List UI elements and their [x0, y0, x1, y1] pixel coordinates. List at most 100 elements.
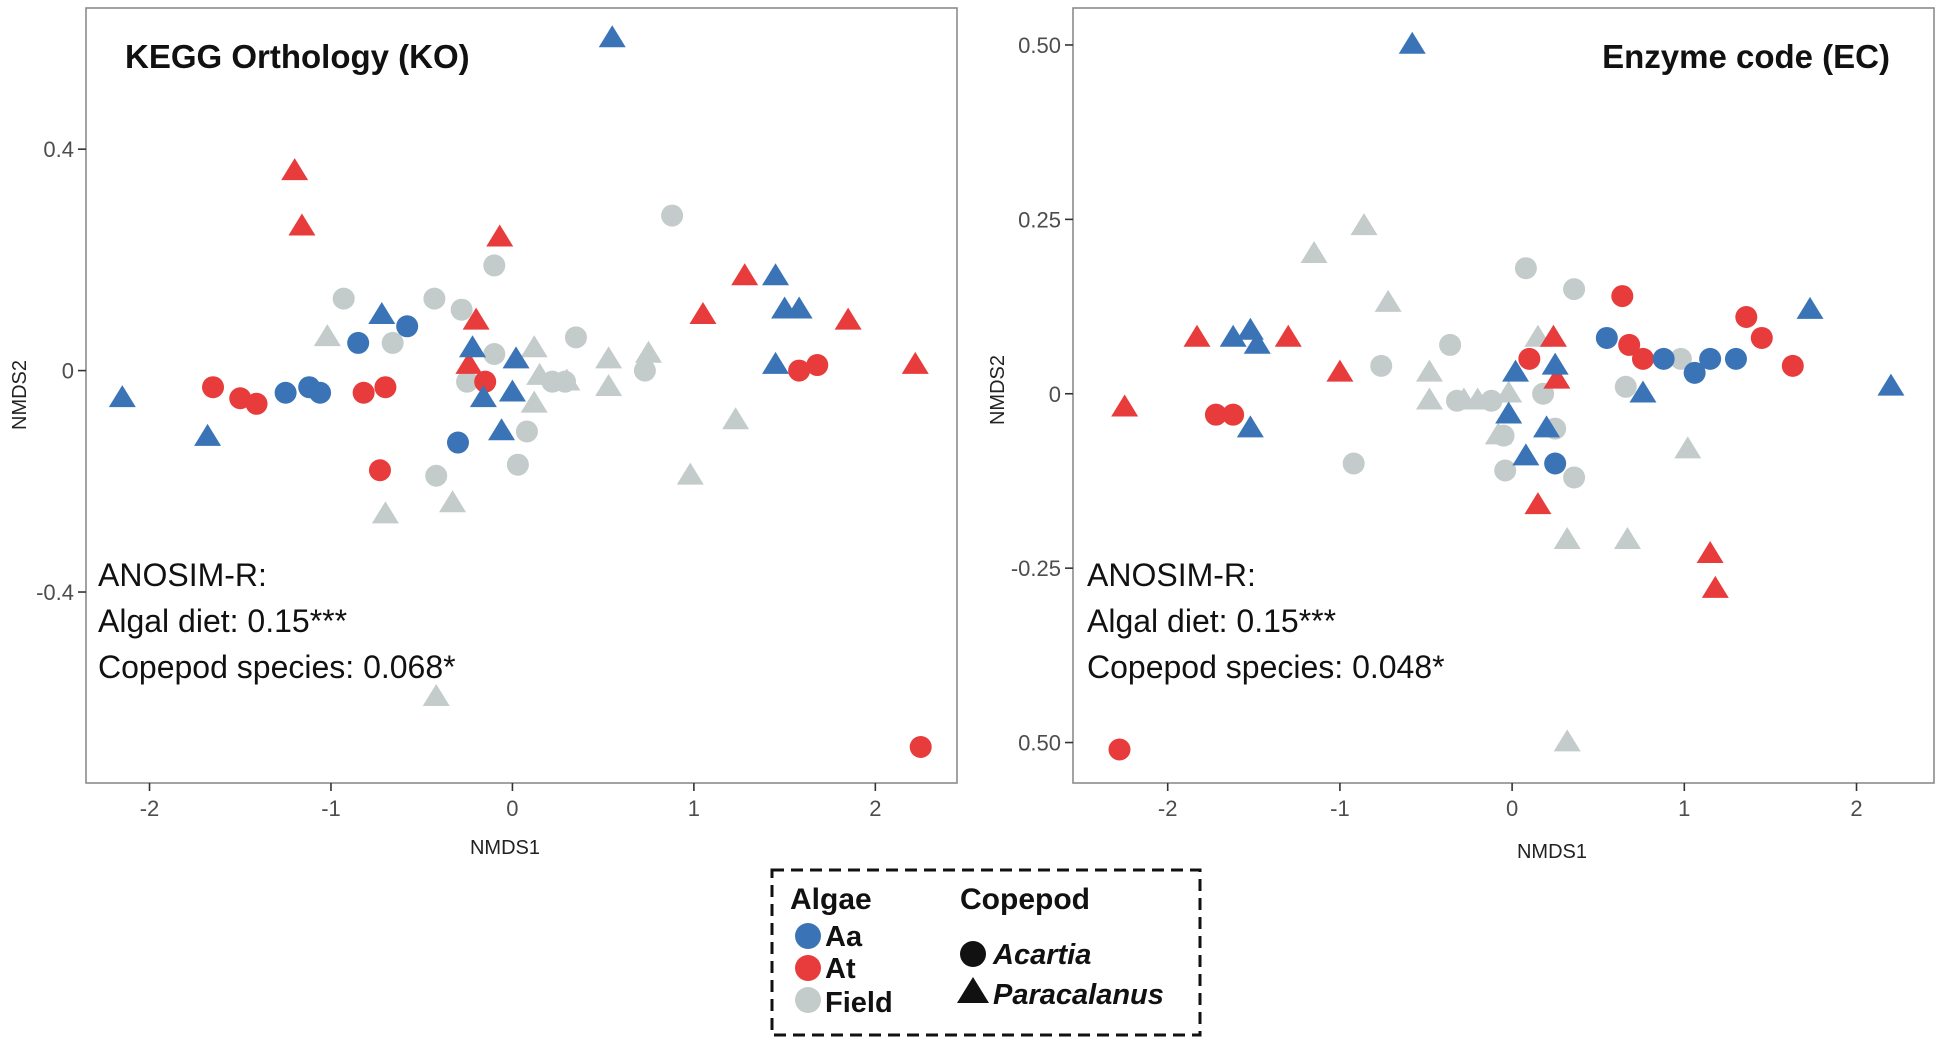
ko-point-aa-triangle — [762, 351, 790, 374]
ec-point-at-circle — [1631, 347, 1654, 370]
ko-point-field-triangle — [595, 346, 623, 369]
ko-x-tick-label: 2 — [869, 796, 881, 821]
ec-point-aa-circle — [1724, 347, 1747, 370]
ec-point-at-circle — [1222, 403, 1245, 426]
ko-point-field-triangle — [422, 683, 450, 706]
ko-point-aa-triangle — [785, 296, 813, 319]
ko-point-field-triangle — [520, 335, 548, 358]
ec-point-at-triangle — [1701, 575, 1729, 598]
ec-point-field-circle — [1614, 375, 1637, 398]
ko-point-at-circle — [474, 370, 497, 393]
ko-plot-frame — [85, 7, 958, 784]
ec-point-aa-circle — [1683, 361, 1706, 384]
ko-point-aa-triangle — [598, 25, 626, 48]
legend-algae-title: Algae — [790, 883, 872, 916]
ko-point-field-circle — [661, 204, 684, 227]
ec-y-axis-title: NMDS2 — [987, 355, 1009, 425]
legend-circle-icon — [960, 941, 986, 967]
ko-point-at-triangle — [834, 307, 862, 330]
ko-point-field-triangle — [371, 501, 399, 524]
ec-point-aa-circle — [1699, 347, 1722, 370]
ko-point-at-circle — [788, 359, 811, 382]
ko-point-aa-triangle — [469, 385, 497, 408]
ko-point-aa-circle — [274, 381, 297, 404]
ec-point-aa-circle — [1595, 326, 1618, 349]
ec-point-at-circle — [1108, 738, 1131, 761]
ko-point-at-circle — [245, 392, 268, 415]
ec-point-at-triangle — [1524, 492, 1552, 515]
ec-point-aa-triangle — [1877, 373, 1905, 396]
ko-x-axis: -2 -1 0 1 2 — [140, 783, 881, 821]
ec-point-field-circle — [1439, 333, 1462, 356]
ec-x-tick-label: -2 — [1158, 796, 1178, 821]
ko-panel-title: KEGG Orthology (KO) — [125, 38, 470, 75]
ec-point-field-triangle — [1613, 527, 1641, 550]
ec-stats-algal-diet: Algal diet: 0.15*** — [1087, 603, 1336, 639]
ec-point-field-triangle — [1374, 289, 1402, 312]
ko-point-at-triangle — [288, 213, 316, 236]
ec-point-aa-triangle — [1541, 352, 1569, 375]
ec-point-field-triangle — [1415, 387, 1443, 410]
ec-point-field-triangle — [1495, 380, 1523, 403]
ec-point-aa-triangle — [1398, 31, 1426, 54]
ko-point-field-circle — [332, 287, 355, 310]
ec-point-field-circle — [1563, 466, 1586, 489]
ec-x-tick-label: 0 — [1506, 796, 1518, 821]
ko-point-at-circle — [202, 376, 225, 399]
ko-x-tick-label: -1 — [321, 796, 341, 821]
ec-y-tick-label: 0.25 — [1018, 207, 1061, 232]
ko-point-field-triangle — [635, 340, 663, 363]
legend-aa-swatch — [795, 923, 821, 949]
ec-point-field-circle — [1370, 354, 1393, 377]
ko-point-field-circle — [423, 287, 446, 310]
legend-acartia-label: Acartia — [992, 939, 1091, 971]
legend-aa-label: Aa — [825, 921, 863, 953]
ec-stats-heading: ANOSIM-R: — [1087, 557, 1256, 593]
ko-point-at-triangle — [731, 263, 759, 286]
ko-point-field-triangle — [676, 462, 704, 485]
ec-point-at-triangle — [1326, 359, 1354, 382]
ec-y-tick-label: 0.50 — [1018, 33, 1061, 58]
legend-frame — [770, 868, 1202, 1037]
ko-points — [108, 25, 932, 759]
legend-paracalanus-label: Paracalanus — [993, 979, 1164, 1011]
ec-y-tick-label: 0.50 — [1018, 731, 1061, 756]
ko-x-tick-label: 1 — [688, 796, 700, 821]
ec-panel-title: Enzyme code (EC) — [1602, 38, 1890, 75]
ko-point-at-triangle — [689, 302, 717, 325]
ko-point-field-triangle — [439, 490, 467, 513]
ec-point-field-circle — [1563, 278, 1586, 301]
ko-point-at-circle — [374, 376, 397, 399]
ec-point-at-circle — [1204, 403, 1227, 426]
ko-point-at-triangle — [462, 307, 490, 330]
ko-point-field-triangle — [313, 324, 341, 347]
ko-y-tick-label: -0.4 — [36, 580, 74, 605]
ec-points — [1108, 31, 1905, 761]
legend-field-swatch — [795, 987, 821, 1013]
ec-x-axis-title: NMDS1 — [1517, 841, 1587, 863]
ec-point-aa-triangle — [1236, 415, 1264, 438]
ec-point-field-circle — [1446, 389, 1469, 412]
ko-x-axis-title: NMDS1 — [470, 837, 540, 859]
ko-point-aa-triangle — [194, 423, 222, 446]
ec-point-field-circle — [1494, 459, 1517, 482]
legend: Algae Copepod Aa At Field Acartia Paraca… — [770, 868, 1202, 1037]
ko-point-field-circle — [554, 370, 577, 393]
ko-point-at-triangle — [901, 351, 929, 374]
ec-point-aa-triangle — [1629, 380, 1657, 403]
ec-point-field-triangle — [1553, 729, 1581, 752]
ec-point-aa-circle — [1652, 347, 1675, 370]
legend-at-swatch — [795, 955, 821, 981]
legend-copepod-title: Copepod — [960, 883, 1090, 916]
ko-point-field-circle — [483, 342, 506, 365]
ec-point-field-circle — [1342, 452, 1365, 475]
ko-point-field-circle — [450, 298, 473, 321]
ec-point-aa-triangle — [1495, 401, 1523, 424]
ko-y-tick-label: 0.4 — [43, 137, 74, 162]
ko-point-aa-triangle — [459, 335, 487, 358]
ec-x-axis: -2 -1 0 1 2 — [1158, 783, 1863, 821]
ec-point-aa-triangle — [1796, 296, 1824, 319]
legend-at-label: At — [825, 953, 856, 985]
ec-point-field-triangle — [1350, 213, 1378, 236]
